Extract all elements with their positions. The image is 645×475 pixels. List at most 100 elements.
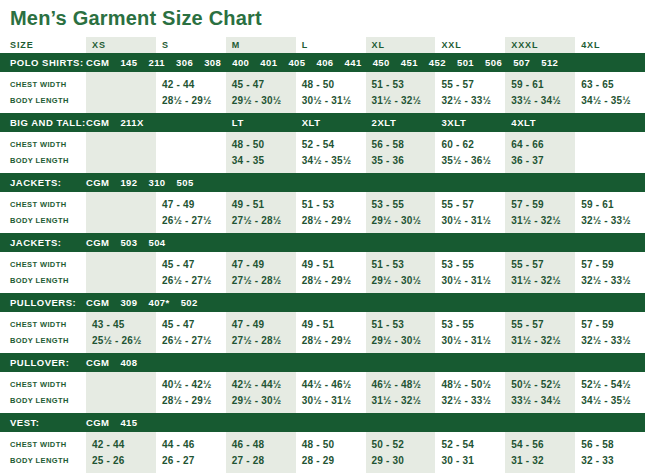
body-length-value: 25½ - 26½: [86, 335, 156, 346]
size-column-header-xxl: XXL: [435, 40, 505, 50]
row-label-chest-width: CHEST WIDTH: [0, 440, 86, 449]
product-codes: CGM 145 211 306 308 400 401 405 406 441 …: [86, 57, 645, 68]
body-length-value: 27½ - 28½: [226, 215, 296, 226]
chest-width-value: 54 - 56: [505, 439, 575, 450]
chest-width-value: 53 - 55: [435, 319, 505, 330]
body-length-value: 32½ - 33½: [575, 335, 645, 346]
chest-width-value: 53 - 55: [435, 259, 505, 270]
chest-width-value: 52 - 54: [435, 439, 505, 450]
body-length-value: 29 - 30: [366, 455, 436, 466]
tall-size-header-2xlt: 2XLT: [366, 117, 436, 128]
body-length-value: 32½ - 33½: [575, 275, 645, 286]
chest-width-value: 64 - 66: [505, 139, 575, 150]
measurement-rows: CHEST WIDTH 43 - 45 45 - 47 47 - 49 49 -…: [0, 312, 645, 353]
size-column-header-l: L: [296, 40, 366, 50]
section-header-bar: BIG AND TALL: CGM 211X LT XLT 2XLT 3XLT …: [0, 113, 645, 132]
chest-width-value: 50½ - 52½: [505, 379, 575, 390]
product-codes: CGM 503 504: [86, 237, 645, 248]
row-label-body-length: BODY LENGTH: [0, 96, 86, 105]
chest-width-value: 52 - 54: [296, 139, 366, 150]
body-length-value: 31 - 32: [505, 455, 575, 466]
section-title: VEST:: [0, 417, 86, 428]
body-length-value: 30½ - 31½: [435, 275, 505, 286]
chest-width-value: 55 - 57: [505, 319, 575, 330]
body-length-value: 30 - 31: [435, 455, 505, 466]
chest-width-value: 40½ - 42½: [156, 379, 226, 390]
body-length-value: 36 - 37: [505, 155, 575, 166]
body-length-value: 28½ - 29½: [156, 95, 226, 106]
body-length-value: 31½ - 32½: [505, 215, 575, 226]
chest-width-value: 57 - 59: [505, 199, 575, 210]
body-length-value: 30½ - 31½: [435, 215, 505, 226]
chest-width-value: 45 - 47: [226, 79, 296, 90]
size-column-header-xxxl: XXXL: [505, 40, 575, 50]
body-length-value: 31½ - 32½: [366, 395, 436, 406]
body-length-value: 26½ - 27½: [156, 275, 226, 286]
chest-width-value: 47 - 49: [226, 319, 296, 330]
section-title: JACKETS:: [0, 237, 86, 248]
tall-size-header-3xlt: 3XLT: [435, 117, 505, 128]
body-length-value: 31½ - 32½: [505, 335, 575, 346]
body-length-value: 31½ - 32½: [505, 275, 575, 286]
chest-width-value: 63 - 65: [575, 79, 645, 90]
body-length-value: 25 - 26: [86, 455, 156, 466]
measurement-rows: CHEST WIDTH 47 - 49 49 - 51 51 - 53 53 -…: [0, 192, 645, 233]
chest-width-value: 47 - 49: [226, 259, 296, 270]
row-label-chest-width: CHEST WIDTH: [0, 380, 86, 389]
body-length-value: 30½ - 31½: [296, 395, 366, 406]
body-length-value: 34½ - 35½: [296, 155, 366, 166]
chest-width-value: 57 - 59: [575, 319, 645, 330]
row-label-chest-width: CHEST WIDTH: [0, 140, 86, 149]
body-length-value: 34 - 35: [226, 155, 296, 166]
row-label-body-length: BODY LENGTH: [0, 276, 86, 285]
body-length-value: 32½ - 33½: [435, 95, 505, 106]
body-length-value: 29½ - 30½: [226, 395, 296, 406]
chest-width-value: 60 - 62: [435, 139, 505, 150]
body-length-value: 30½ - 31½: [435, 335, 505, 346]
measurement-rows: CHEST WIDTH 42 - 44 45 - 47 48 - 50 51 -…: [0, 72, 645, 113]
tall-size-header-lt: LT: [226, 117, 296, 128]
body-length-value: 28½ - 29½: [296, 215, 366, 226]
body-length-value: 33½ - 34½: [505, 95, 575, 106]
body-length-value: 31½ - 32½: [366, 95, 436, 106]
body-length-value: 29½ - 30½: [366, 335, 436, 346]
row-label-chest-width: CHEST WIDTH: [0, 80, 86, 89]
section-header-bar: PULLOVERS: CGM 309 407* 502: [0, 293, 645, 312]
section-title: POLO SHIRTS:: [0, 57, 86, 68]
chest-width-value: 43 - 45: [86, 319, 156, 330]
section-polo-shirts: POLO SHIRTS: CGM 145 211 306 308 400 401…: [0, 53, 645, 113]
body-length-value: 28½ - 29½: [296, 335, 366, 346]
product-codes: CGM 211X: [86, 117, 226, 128]
chest-width-value: 53 - 55: [366, 199, 436, 210]
size-column-header: SIZE: [0, 40, 86, 50]
body-length-value: 26½ - 27½: [156, 335, 226, 346]
section-title: JACKETS:: [0, 177, 86, 188]
chest-width-value: 48 - 50: [296, 439, 366, 450]
row-label-body-length: BODY LENGTH: [0, 216, 86, 225]
chest-width-value: 48 - 50: [296, 79, 366, 90]
row-label-chest-width: CHEST WIDTH: [0, 320, 86, 329]
size-column-header-m: M: [226, 40, 296, 50]
section-jackets-1: JACKETS: CGM 192 310 505 CHEST WIDTH 47 …: [0, 173, 645, 233]
body-length-value: 32½ - 33½: [435, 395, 505, 406]
body-length-value: 26½ - 27½: [156, 215, 226, 226]
size-column-header-xl: XL: [366, 40, 436, 50]
size-column-header-xs: XS: [86, 40, 156, 50]
section-vest: VEST: CGM 415 CHEST WIDTH 42 - 44 44 - 4…: [0, 413, 645, 473]
size-column-header-s: S: [156, 40, 226, 50]
chest-width-value: 49 - 51: [226, 199, 296, 210]
section-big-and-tall: BIG AND TALL: CGM 211X LT XLT 2XLT 3XLT …: [0, 113, 645, 173]
measurement-rows: CHEST WIDTH 42 - 44 44 - 46 46 - 48 48 -…: [0, 432, 645, 473]
chest-width-value: 52½ - 54½: [575, 379, 645, 390]
chest-width-value: 49 - 51: [296, 259, 366, 270]
chest-width-value: 56 - 58: [366, 139, 436, 150]
chest-width-value: 55 - 57: [435, 199, 505, 210]
row-label-body-length: BODY LENGTH: [0, 336, 86, 345]
chest-width-value: 59 - 61: [505, 79, 575, 90]
body-length-value: 29½ - 30½: [366, 275, 436, 286]
chest-width-value: 46 - 48: [226, 439, 296, 450]
chest-width-value: 46½ - 48½: [366, 379, 436, 390]
body-length-value: 28½ - 29½: [296, 275, 366, 286]
section-header-bar: POLO SHIRTS: CGM 145 211 306 308 400 401…: [0, 53, 645, 72]
size-header-row: SIZE XS S M L XL XXL XXXL 4XL: [0, 37, 645, 53]
